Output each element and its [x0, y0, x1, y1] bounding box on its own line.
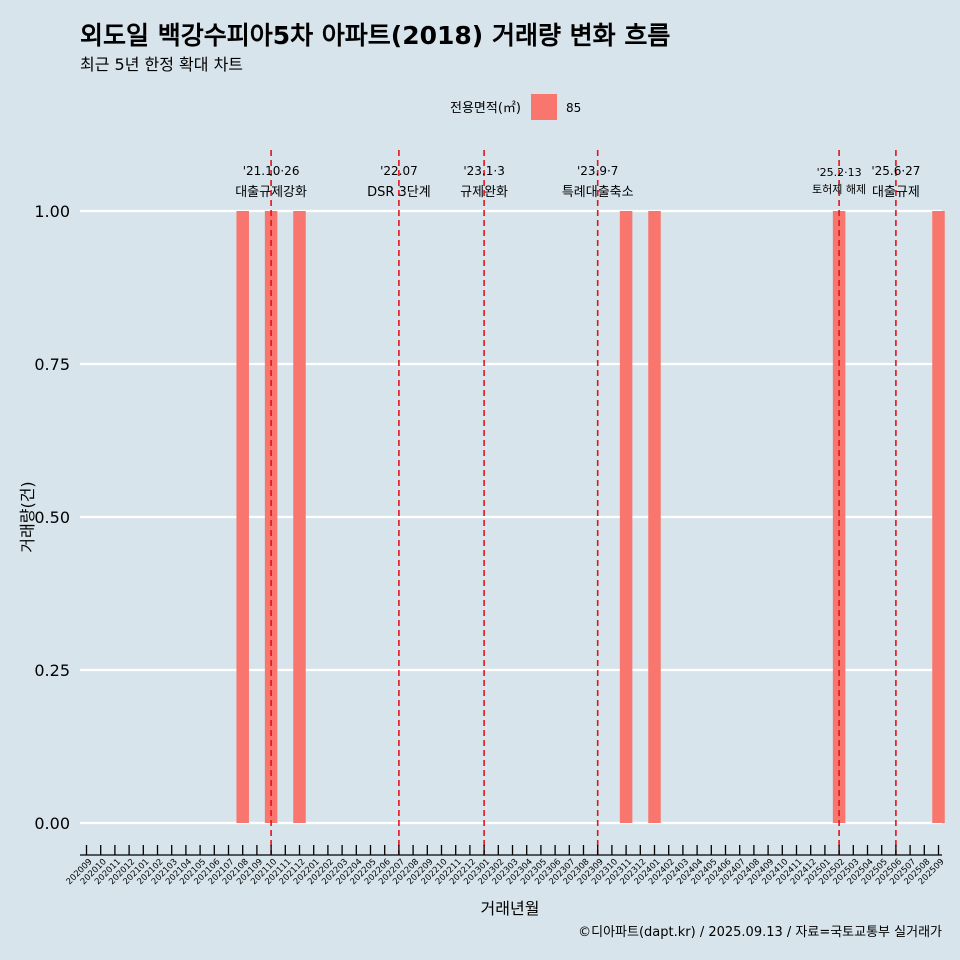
legend-title: 전용면적(㎡)	[450, 101, 521, 116]
event-date-label: '23.9·7	[577, 164, 618, 178]
bar-202110	[264, 211, 278, 823]
grid-lines	[80, 209, 942, 825]
event-annotations: '21.10·26 대출규제강화 '22.07 DSR 3단계 '23.1·3 규제완화 '…	[235, 150, 920, 855]
event-date-label: '25.2·13	[817, 166, 862, 179]
y-axis-title: 거래량(건)	[18, 481, 37, 552]
x-axis-title: 거래년월	[481, 899, 540, 918]
event-date-label: '23.1·3	[463, 164, 504, 178]
chart-subtitle: 최근 5년 한정 확대 차트	[80, 55, 243, 74]
event-label: 대출규제강화	[235, 185, 307, 200]
bar-202509	[932, 211, 945, 823]
x-axis: 2020092020102020112020122021012021022021…	[65, 845, 947, 887]
event-label: 규제완화	[460, 185, 508, 200]
bar-202112	[293, 211, 306, 823]
y-axis-ticks: 0.00 0.25 0.50 0.75 1.00	[34, 202, 70, 833]
legend-swatch	[531, 94, 557, 120]
event-date-label: '22.07	[380, 164, 418, 178]
event-label: 대출규제	[872, 185, 920, 200]
chart-caption: ©디아파트(dapt.kr) / 2025.09.13 / 자료=국토교통부 실…	[578, 925, 942, 940]
y-tick-label: 0.50	[34, 508, 70, 527]
bar-202311	[619, 211, 633, 823]
bar-202108	[236, 211, 249, 823]
bars	[236, 211, 945, 823]
bar-202401	[648, 211, 661, 823]
y-tick-label: 0.75	[34, 355, 70, 374]
legend: 전용면적(㎡) 85	[450, 94, 581, 120]
legend-label: 85	[566, 101, 581, 115]
event-label: 특례대출축소	[562, 185, 634, 200]
bar-202502	[832, 211, 846, 823]
y-tick-label: 0.25	[34, 661, 70, 680]
chart-title: 외도일 백강수피아5차 아파트(2018) 거래량 변화 흐름	[80, 21, 670, 50]
event-date-label: '21.10·26	[243, 164, 300, 178]
event-date-label: '25.6·27	[871, 164, 920, 178]
y-tick-label: 1.00	[34, 202, 70, 221]
event-label: DSR 3단계	[367, 185, 431, 200]
event-label: 토허제 해제	[812, 182, 866, 196]
y-tick-label: 0.00	[34, 814, 70, 833]
